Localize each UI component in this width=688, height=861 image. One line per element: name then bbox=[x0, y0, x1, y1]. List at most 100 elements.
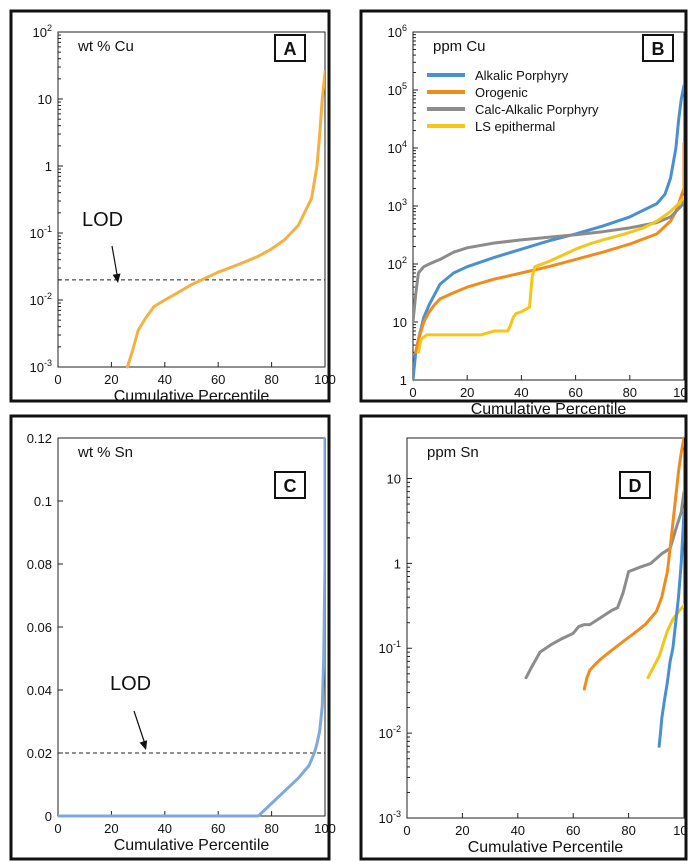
y-tick-label: 1 bbox=[45, 159, 52, 174]
y-tick-label: 10-1 bbox=[379, 639, 401, 656]
x-tick-label: 0 bbox=[54, 821, 61, 836]
panel-badge-label: D bbox=[629, 476, 642, 496]
x-tick-label: 80 bbox=[623, 385, 637, 400]
x-tick-label: 20 bbox=[460, 385, 474, 400]
x-tick-label: 40 bbox=[514, 385, 528, 400]
lod-arrow bbox=[133, 710, 147, 748]
x-axis-label: Cumulative Percentile bbox=[114, 388, 270, 405]
y-tick-label: 0 bbox=[45, 809, 52, 824]
y-tick-label: 1 bbox=[400, 373, 407, 388]
panel-border bbox=[9, 9, 331, 403]
x-tick-label: 60 bbox=[211, 372, 225, 387]
series-line bbox=[125, 70, 325, 369]
series-line bbox=[524, 490, 684, 680]
y-tick-label: 105 bbox=[388, 81, 407, 98]
panel-b: 0 20 40 60 80 100 1 10 102 103 104 105 106 ppm Cu B Cum… bbox=[359, 9, 688, 418]
panel-badge-label: A bbox=[284, 39, 297, 59]
legend-label: Calc-Alkalic Porphyry bbox=[475, 102, 599, 117]
series-line bbox=[657, 510, 684, 748]
x-tick-label: 40 bbox=[158, 821, 172, 836]
x-tick-label: 20 bbox=[104, 821, 118, 836]
x-tick-label: 60 bbox=[568, 385, 582, 400]
x-tick-label: 100 bbox=[314, 821, 336, 836]
panel-a: 0 20 40 60 80 100 10-3 10-2 10-1 1 10 102 LOD wt % Cu… bbox=[9, 9, 336, 405]
x-tick-label: 20 bbox=[104, 372, 118, 387]
panel-c: 0 20 40 60 80 100 0 0.02 0.04 0.06 0.08 0.1 0.12 LOD w… bbox=[9, 414, 336, 861]
panel-badge-label: B bbox=[652, 39, 665, 59]
legend-label: LS epithermal bbox=[475, 119, 555, 134]
x-tick-label: 0 bbox=[409, 385, 416, 400]
panel-badge bbox=[619, 471, 651, 499]
plot-area bbox=[406, 437, 685, 819]
x-axis-label: Cumulative Percentile bbox=[468, 839, 624, 856]
y-tick-label: 10 bbox=[38, 92, 52, 107]
y-tick-label: 0.12 bbox=[27, 431, 52, 446]
legend-label: Alkalic Porphyry bbox=[475, 68, 569, 83]
lod-label: LOD bbox=[82, 209, 123, 231]
panel-border bbox=[9, 414, 331, 861]
x-tick-label: 60 bbox=[566, 823, 580, 838]
x-tick-label: 100 bbox=[673, 385, 688, 400]
lod-arrowhead bbox=[139, 740, 148, 750]
calc-alkalic-porphyry-line bbox=[413, 199, 684, 324]
y-tick-label: 103 bbox=[388, 197, 407, 214]
y-tick-label: 0.06 bbox=[27, 620, 52, 635]
series-group bbox=[524, 436, 684, 748]
x-axis-label: Cumulative Percentile bbox=[114, 837, 270, 854]
x-tick-label: 100 bbox=[314, 372, 336, 387]
x-tick-label: 40 bbox=[158, 372, 172, 387]
y-tick-label: 10-1 bbox=[30, 224, 52, 241]
plot-area bbox=[57, 31, 326, 368]
panel-d: 0 20 40 60 80 100 10-3 10-2 10-1 1 10 ppm Sn D Cumula… bbox=[359, 414, 688, 861]
x-tick-label: 20 bbox=[455, 823, 469, 838]
y-tick-label: 10-3 bbox=[30, 358, 52, 375]
x-tick-label: 80 bbox=[264, 821, 278, 836]
unit-label: wt % Sn bbox=[77, 444, 133, 461]
panel-border bbox=[359, 414, 688, 861]
unit-label: ppm Sn bbox=[427, 444, 479, 461]
unit-label: wt % Cu bbox=[77, 38, 134, 55]
y-tick-label: 10-3 bbox=[379, 809, 401, 826]
y-tick-label: 10-2 bbox=[379, 724, 401, 741]
legend-label: Orogenic bbox=[475, 85, 528, 100]
series-group bbox=[413, 83, 684, 382]
legend: Alkalic Porphyry Orogenic Calc-Alkalic Por… bbox=[427, 68, 599, 134]
x-axis-label: Cumulative Percentile bbox=[471, 401, 627, 418]
plot-area bbox=[412, 31, 685, 381]
x-tick-label: 80 bbox=[621, 823, 635, 838]
y-tick-label: 104 bbox=[388, 139, 407, 156]
y-tick-label: 102 bbox=[388, 255, 407, 272]
y-tick-label: 102 bbox=[33, 23, 52, 40]
panel-badge bbox=[274, 471, 306, 499]
x-tick-label: 0 bbox=[403, 823, 410, 838]
series-line bbox=[58, 436, 325, 818]
panel-badge-label: C bbox=[284, 476, 297, 496]
y-tick-label: 0.1 bbox=[34, 494, 52, 509]
panel-badge bbox=[642, 34, 674, 62]
y-tick-label: 0.08 bbox=[27, 557, 52, 572]
unit-label: ppm Cu bbox=[433, 38, 486, 55]
y-tick-label: 10 bbox=[393, 315, 407, 330]
y-tick-label: 1 bbox=[394, 556, 401, 571]
ls-epithermal-line bbox=[416, 196, 684, 354]
lod-arrowhead bbox=[112, 273, 121, 283]
panel-badge bbox=[274, 34, 306, 62]
panel-border bbox=[359, 9, 688, 403]
x-tick-label: 100 bbox=[673, 823, 688, 838]
orogenic-line bbox=[414, 141, 684, 354]
x-tick-label: 80 bbox=[264, 372, 278, 387]
alkalic-porphyry-line bbox=[413, 83, 684, 382]
y-tick-label: 0.04 bbox=[27, 683, 52, 698]
x-tick-label: 0 bbox=[54, 372, 61, 387]
lod-label: LOD bbox=[110, 673, 151, 695]
y-tick-label: 10-2 bbox=[30, 291, 52, 308]
series-group bbox=[125, 70, 325, 369]
x-tick-label: 60 bbox=[211, 821, 225, 836]
series-group bbox=[58, 436, 325, 818]
x-tick-label: 40 bbox=[511, 823, 525, 838]
y-tick-label: 0.02 bbox=[27, 746, 52, 761]
series-line bbox=[582, 436, 684, 691]
y-tick-label: 10 bbox=[387, 471, 401, 486]
y-tick-label: 106 bbox=[388, 23, 407, 40]
